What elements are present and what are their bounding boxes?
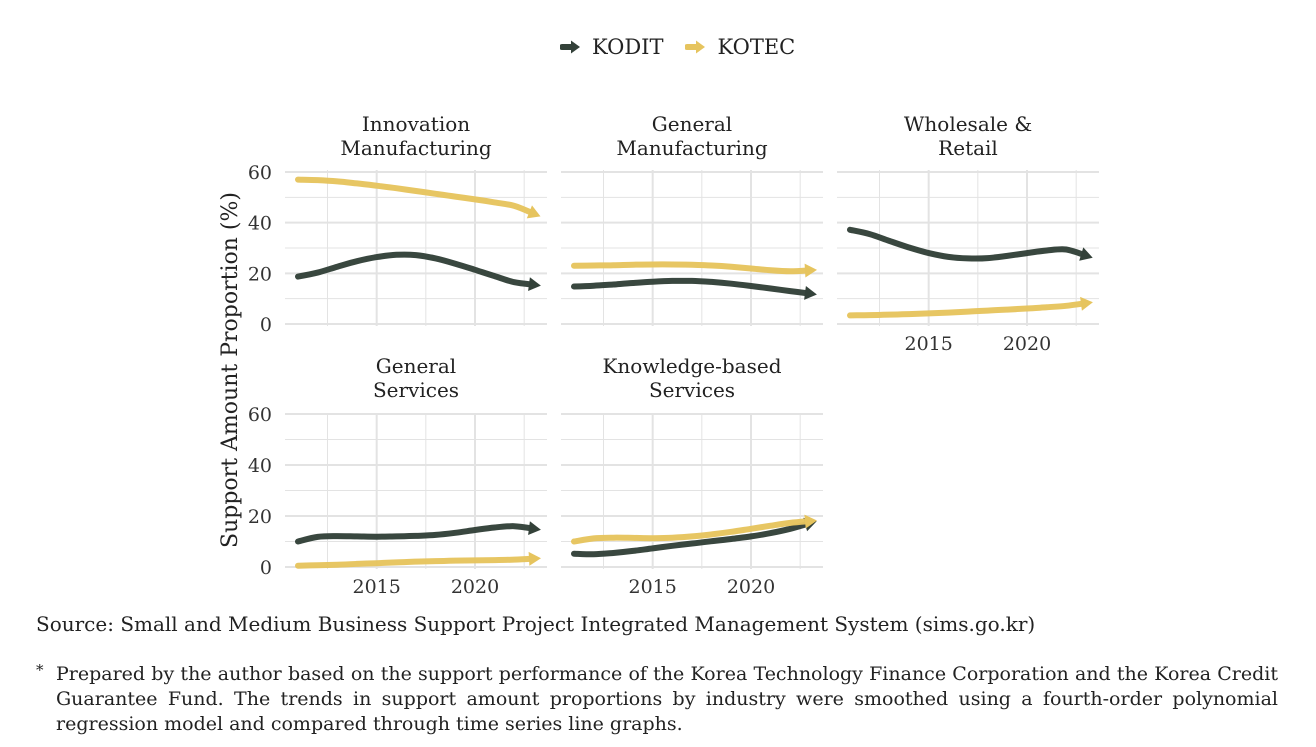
series-arrowhead-kotec: [804, 263, 817, 278]
series-line-kodit: [571, 520, 813, 558]
footnote-marker: *: [36, 661, 44, 679]
series-line-kotec: [295, 176, 537, 217]
x-tick-label: 2015: [904, 333, 952, 355]
series-arrowhead-kodit: [804, 286, 817, 300]
y-tick-label: 40: [248, 455, 272, 477]
series-arrowhead-kodit: [528, 521, 541, 535]
panel-title: Manufacturing: [340, 136, 491, 160]
chart-legend: KODIT KOTEC: [560, 30, 795, 64]
legend-arrow-kodit-icon: [560, 40, 580, 54]
x-tick-label: 2015: [628, 576, 676, 598]
series-arrowhead-kodit: [1079, 247, 1093, 261]
faceted-line-chart: Support Amount Proportion (%) 0 20 40 60 Inno…: [218, 112, 1099, 598]
legend-label-kotec: KOTEC: [717, 35, 796, 59]
panel-title: General: [376, 354, 456, 378]
series-arrowhead-kotec: [1080, 296, 1093, 311]
x-tick-label: 2020: [727, 576, 775, 598]
y-axis-label: Support Amount Proportion (%): [218, 192, 243, 548]
panel-title: General: [652, 112, 732, 136]
panel-title: Services: [649, 378, 735, 402]
footnote: * Prepared by the author based on the su…: [36, 661, 1278, 737]
series-line-kotec: [571, 261, 813, 275]
legend-label-kodit: KODIT: [592, 35, 664, 59]
y-tick-label: 0: [260, 557, 272, 579]
series-arrowhead-kotec: [804, 514, 817, 529]
series-line-kotec: [571, 518, 813, 545]
legend-item-kodit: KODIT: [560, 35, 663, 59]
panel-title: Knowledge-based: [602, 354, 781, 378]
series-arrowhead-kodit: [528, 277, 541, 291]
panel-wholesale-retail: 2015 2020 Wholesale &Retail: [837, 112, 1099, 355]
series-arrowhead-kotec: [528, 551, 541, 566]
y-tick-label: 0: [260, 314, 272, 336]
series-line-kodit: [295, 523, 537, 545]
x-tick-label: 2020: [451, 576, 499, 598]
y-tick-label: 60: [248, 162, 272, 184]
y-tick-label: 40: [248, 213, 272, 235]
panel-title: Services: [373, 378, 459, 402]
legend-arrow-kotec-icon: [685, 40, 706, 54]
series-line-kodit: [571, 277, 813, 297]
y-tick-label: 60: [248, 404, 272, 426]
legend-item-kotec: KOTEC: [685, 35, 795, 59]
source-caption: Source: Small and Medium Business Suppor…: [36, 612, 1036, 636]
series-line-kodit: [295, 251, 537, 288]
series-line-kotec: [295, 555, 537, 569]
y-tick-label: 20: [248, 506, 272, 528]
x-tick-label: 2020: [1003, 333, 1051, 355]
x-tick-label: 2015: [352, 576, 400, 598]
footnote-text: Prepared by the author based on the supp…: [56, 663, 1278, 735]
series-line-kotec: [847, 300, 1089, 319]
panel-title: Retail: [938, 136, 998, 160]
panel-title: Innovation: [362, 112, 470, 136]
panel-title: Wholesale &: [904, 112, 1032, 136]
y-tick-label: 20: [248, 263, 272, 285]
panel-title: Manufacturing: [616, 136, 767, 160]
series-line-kodit: [847, 226, 1089, 262]
series-arrowhead-kotec: [526, 205, 541, 219]
